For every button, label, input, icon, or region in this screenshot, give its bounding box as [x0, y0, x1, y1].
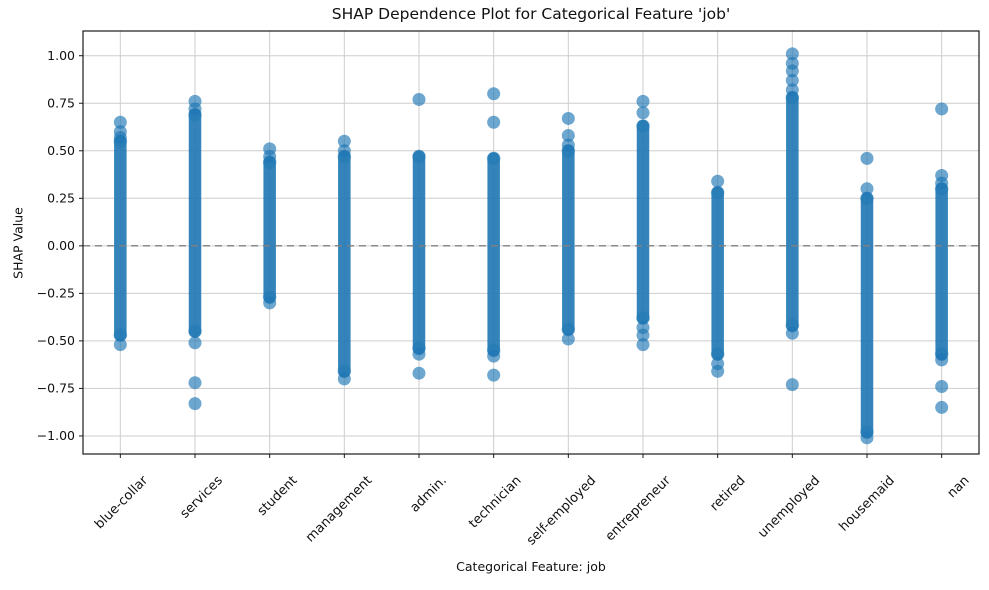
scatter-point	[263, 296, 277, 310]
y-tick-label: −0.25	[37, 286, 75, 301]
scatter-point	[860, 182, 874, 196]
scatter-point	[636, 338, 650, 352]
scatter-point	[636, 106, 650, 120]
x-axis-label: Categorical Feature: job	[456, 559, 606, 574]
scatter-point	[935, 176, 949, 190]
y-tick-label: −0.50	[37, 333, 75, 348]
scatter-point	[337, 372, 351, 386]
scatter-point	[412, 347, 426, 361]
scatter-point	[263, 149, 277, 163]
scatter-point	[561, 332, 575, 346]
scatter-point	[785, 73, 799, 87]
scatter-point	[785, 83, 799, 97]
scatter-point	[412, 366, 426, 380]
y-tick-label: 0.00	[47, 238, 75, 253]
scatter-point	[785, 326, 799, 340]
scatter-point	[935, 102, 949, 116]
scatter-band-cap	[636, 119, 650, 133]
y-tick-label: −1.00	[37, 428, 75, 443]
scatter-band-cap	[486, 151, 501, 166]
scatter-point	[711, 364, 725, 378]
y-tick-label: 0.75	[47, 95, 75, 110]
scatter-point	[785, 378, 799, 392]
scatter-point	[935, 353, 949, 367]
y-tick-label: 0.50	[47, 143, 75, 158]
chart-title: SHAP Dependence Plot for Categorical Fea…	[331, 5, 731, 23]
scatter-band-cap	[636, 311, 650, 325]
axes-border	[82, 30, 980, 455]
scatter-point	[113, 115, 127, 129]
scatter-point	[337, 134, 351, 148]
scatter-point	[487, 349, 501, 363]
scatter-point	[188, 336, 202, 350]
scatter-point	[935, 400, 949, 414]
scatter-band-cap	[710, 185, 725, 200]
scatter-point	[188, 397, 202, 411]
scatter-point	[337, 144, 351, 158]
scatter-point	[860, 431, 874, 445]
scatter-point	[935, 380, 949, 394]
scatter-band-cap	[412, 149, 426, 164]
y-tick-label: 1.00	[47, 48, 75, 63]
scatter-point	[636, 94, 650, 108]
scatter-point	[487, 115, 501, 129]
scatter-point	[561, 111, 575, 125]
scatter-band-cap	[710, 347, 725, 361]
scatter-point	[487, 368, 501, 382]
scatter-point	[561, 138, 575, 152]
scatter-point	[412, 92, 426, 106]
scatter-point	[188, 376, 202, 390]
scatter-point	[860, 151, 874, 165]
scatter-point	[113, 338, 127, 352]
scatter-point	[785, 64, 799, 78]
scatter-band-cap	[561, 322, 576, 337]
scatter-point	[711, 174, 725, 188]
scatter-band-cap	[860, 191, 874, 206]
scatter-point	[636, 328, 650, 342]
y-axis-label: SHAP Value	[10, 207, 26, 279]
scatter-point	[113, 130, 127, 144]
y-tick-label: −0.75	[37, 381, 75, 396]
scatter-point	[188, 102, 202, 116]
scatter-point	[487, 87, 501, 101]
scatter-point	[561, 129, 575, 143]
scatter-band-cap	[113, 328, 128, 342]
y-tick-label: 0.25	[47, 190, 75, 205]
scatter-point	[785, 47, 799, 61]
scatter-band-cap	[188, 324, 202, 339]
